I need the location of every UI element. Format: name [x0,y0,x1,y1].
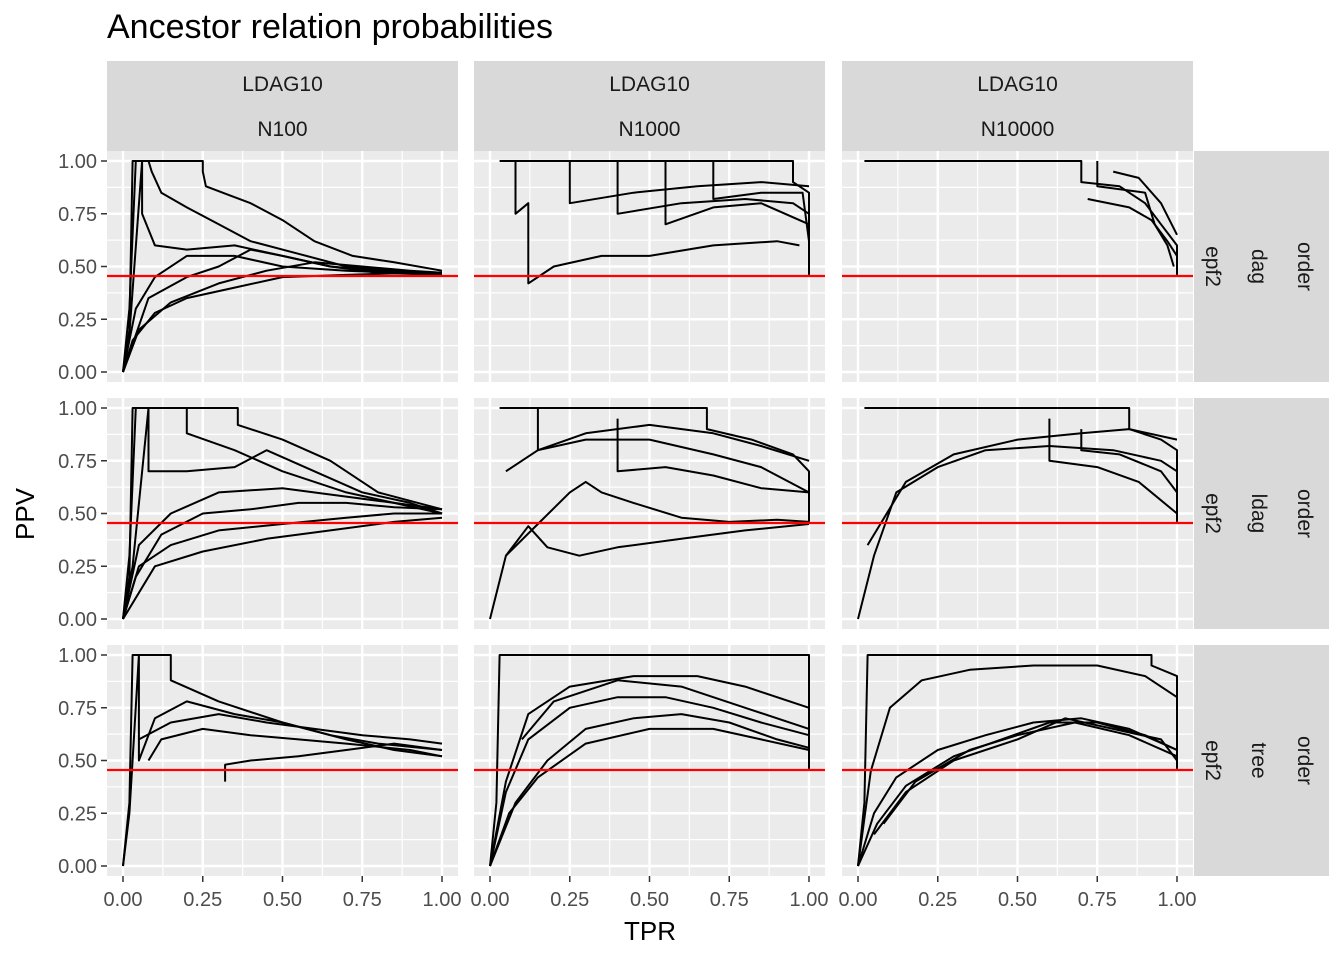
x-tick-label: 0.25 [550,889,589,911]
series-line [122,487,443,620]
series-line [138,713,443,745]
x-tick-label: 0.00 [104,889,143,911]
series-line [616,418,810,494]
series-line [616,161,810,215]
series-line [1048,418,1178,515]
series-line [1096,161,1175,267]
x-tick-label: 0.75 [1078,889,1117,911]
x-tick-label: 0.50 [630,889,669,911]
y-tick-label: 0.25 [58,309,97,331]
panels: LDAG10 N100 LDAG10 N1000 LDAG10 N10000 epf2 dag… [58,61,1329,911]
x-tick-label: 0.75 [710,889,749,911]
facet-strip-label: N100 [257,118,307,141]
series-line [489,654,810,867]
x-tick-label: 1.00 [423,889,462,911]
series-line [514,161,800,285]
facet-strip-label: ldag [1247,494,1270,534]
y-tick-label: 0.50 [58,504,97,526]
y-tick-label: 1.00 [58,151,97,173]
facet-strip-label: LDAG10 [242,73,323,96]
series-line [499,160,810,275]
series-line [505,438,810,494]
facet-strip-label: N1000 [619,118,681,141]
y-tick-label: 0.00 [58,609,97,631]
y-tick-label: 0.00 [58,362,97,384]
facet-strip-label: epf2 [1201,740,1224,781]
y-tick-label: 0.75 [58,698,97,720]
y-axis-label: PPV [10,487,40,540]
facet-strip-label: epf2 [1201,246,1224,287]
series-line [664,161,810,226]
y-tick-label: 1.00 [58,398,97,420]
facet-strip-label: order [1293,489,1316,538]
series-line [122,248,443,373]
x-tick-label: 1.00 [790,889,829,911]
series-line [122,261,443,373]
series-line [857,664,1178,867]
facet-strip-label: tree [1247,742,1270,778]
series-line [857,717,1178,867]
y-tick-label: 0.75 [58,451,97,473]
facet-strip-top [842,61,1193,151]
series-line [864,407,1178,522]
series-line [122,160,443,373]
x-tick-label: 0.75 [343,889,382,911]
series-line [499,407,810,522]
series-line [122,160,443,373]
facet-strip-right [1194,645,1329,876]
series-line [1112,170,1178,236]
y-tick-label: 0.50 [58,751,97,773]
x-tick-label: 0.50 [263,889,302,911]
x-tick-label: 0.00 [471,889,510,911]
x-tick-label: 0.25 [918,889,957,911]
facet-strip-right [1194,398,1329,629]
series-line [122,512,442,620]
facet-strip-top [474,61,825,151]
facet-strip-label: LDAG10 [609,73,690,96]
series-line [122,654,443,867]
series-line [521,679,810,741]
x-tick-label: 0.25 [183,889,222,911]
series-line [147,727,443,762]
facet-strip-top [107,61,458,151]
series-line [857,654,1178,867]
series-line [505,523,810,557]
series-line [864,160,1178,275]
series-line [489,480,810,620]
series-line [712,161,810,242]
facet-strip-right [1194,151,1329,382]
y-tick-label: 0.75 [58,204,97,226]
series-line [224,742,443,782]
y-tick-label: 0.00 [58,856,97,878]
series-line [489,727,810,867]
series-line [882,721,1178,825]
facet-strip-label: LDAG10 [977,73,1058,96]
series-line [122,254,443,373]
chart-title: Ancestor relation probabilities [107,8,553,46]
facet-strip-label: epf2 [1201,493,1224,534]
series-line [122,654,443,867]
y-tick-label: 0.25 [58,556,97,578]
y-tick-label: 0.25 [58,803,97,825]
series-line [122,407,443,620]
series-line [857,445,1178,620]
facet-strip-label: N10000 [981,118,1055,141]
series-line [489,713,810,867]
series-line [1087,198,1178,257]
x-tick-label: 1.00 [1158,889,1197,911]
x-tick-label: 0.50 [998,889,1037,911]
y-tick-label: 1.00 [58,645,97,667]
series-line [866,428,1178,546]
facet-strip-label: order [1293,242,1316,291]
facet-strip-label: dag [1247,249,1270,284]
series-line [873,717,1178,836]
facet-strip-label: order [1293,736,1316,785]
series-line [1080,429,1178,494]
x-axis-label: TPR [624,916,676,946]
x-tick-label: 0.00 [839,889,878,911]
series-line [122,407,443,620]
series-line [489,696,810,867]
y-tick-label: 0.50 [58,257,97,279]
